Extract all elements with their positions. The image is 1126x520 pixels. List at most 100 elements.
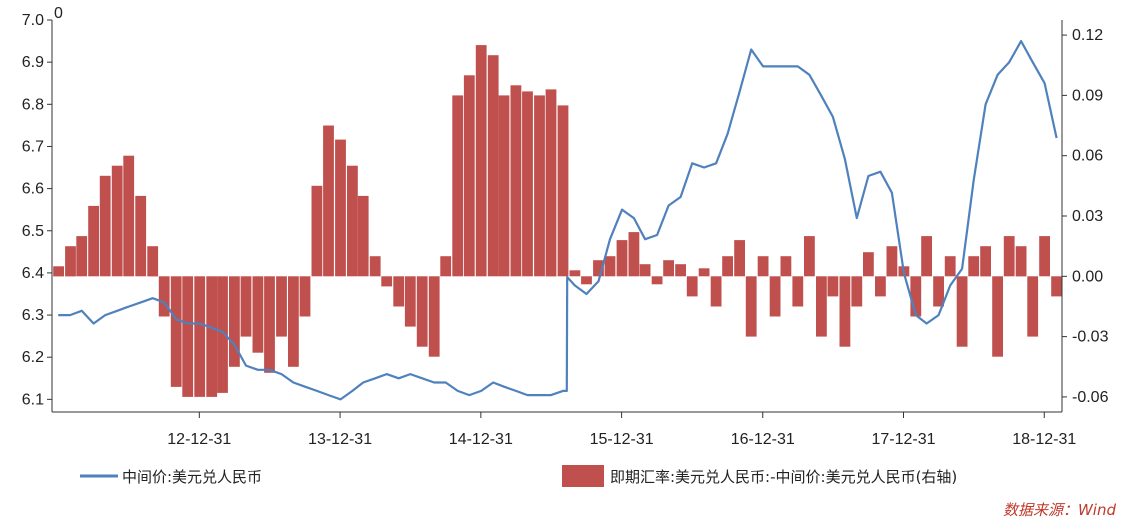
spread-bar [170, 276, 182, 387]
spread-bar [240, 276, 252, 337]
spread-bar [921, 236, 932, 277]
spread-bar [76, 236, 88, 277]
spread-bar [628, 232, 640, 277]
spread-bar [651, 276, 663, 285]
spread-bar [581, 276, 592, 285]
spread-bar [839, 276, 851, 347]
right-tick-label: -0.06 [1072, 389, 1109, 406]
spread-bar [816, 276, 827, 337]
left-tick-label: 6.3 [22, 307, 44, 324]
axes: 6.1 6.2 6.3 6.4 6.5 6.6 6.7 6.8 6.9 7.0 0 0.12 0.09 0… [22, 5, 1109, 448]
left-tick-label: 6.9 [22, 54, 44, 71]
spread-bar [675, 264, 686, 277]
spread-bar [534, 95, 545, 277]
legend-bar-swatch [562, 465, 604, 487]
spread-bar [722, 256, 733, 277]
spread-bar [463, 75, 475, 277]
left-axis-top-note: 0 [54, 5, 63, 22]
spread-bar [780, 256, 792, 277]
spread-bar [980, 246, 991, 277]
spread-bar [182, 276, 194, 397]
spread-bar [194, 276, 206, 397]
spread-bar [910, 276, 922, 317]
right-tick-label: -0.03 [1072, 329, 1109, 346]
spread-bar [347, 165, 358, 277]
spread-bar [886, 246, 898, 277]
spread-bar [639, 264, 651, 277]
spread-bar [440, 256, 452, 277]
x-tick-label: 12-12-31 [167, 431, 231, 448]
spread-bar [510, 85, 522, 277]
midrate-line [58, 39, 1058, 401]
spread-bar [252, 276, 264, 353]
spread-bar [299, 276, 311, 317]
spread-bar [288, 276, 299, 367]
spread-bar [65, 246, 76, 277]
right-tick-label: 0.06 [1072, 148, 1103, 165]
left-tick-label: 7.0 [22, 12, 44, 29]
spread-bar [229, 276, 240, 367]
x-tick-label: 14-12-31 [449, 431, 513, 448]
left-tick-label: 6.7 [22, 138, 44, 155]
x-tick-label: 13-12-31 [308, 431, 372, 448]
spread-bar [206, 276, 218, 397]
spread-bar [1003, 236, 1015, 277]
spread-bar [593, 260, 604, 277]
spread-bar [158, 276, 170, 317]
spread-bar [956, 276, 968, 347]
spread-bar [217, 276, 228, 393]
spread-bar [99, 175, 111, 277]
spread-bar [369, 256, 381, 277]
left-tick-label: 6.1 [22, 391, 44, 408]
right-tick-label: 0.00 [1072, 268, 1103, 285]
spread-bar [498, 95, 510, 277]
spread-bar [875, 276, 886, 297]
spread-bar [522, 91, 533, 277]
spread-bar [944, 256, 956, 277]
spread-bars [53, 45, 1062, 397]
spread-bar [135, 195, 147, 277]
spread-bar [604, 256, 616, 277]
legend-line-label: 中间价:美元兑人民币 [122, 468, 262, 486]
left-tick-label: 6.4 [22, 265, 44, 282]
spread-bar [757, 256, 769, 277]
left-tick-label: 6.2 [22, 349, 44, 366]
spread-bar [123, 155, 135, 277]
right-tick-label: 0.12 [1072, 27, 1103, 44]
spread-bar [698, 268, 710, 277]
spread-bar [851, 276, 863, 307]
spread-bar [545, 89, 557, 277]
spread-bar [475, 45, 487, 277]
spread-bar [357, 195, 369, 277]
spread-bar [710, 276, 722, 307]
x-tick-label: 15-12-31 [590, 431, 654, 448]
x-tick-label: 17-12-31 [871, 431, 935, 448]
spread-bar [264, 276, 275, 373]
left-tick-label: 6.6 [22, 181, 44, 198]
spread-bar [686, 276, 698, 297]
spread-bar [745, 276, 757, 337]
spread-bar [769, 276, 781, 317]
spread-bar [1015, 246, 1027, 277]
spread-bar [557, 105, 569, 277]
spread-bar [147, 246, 159, 277]
spread-bar [933, 276, 944, 307]
spread-bar [1027, 276, 1039, 337]
spread-bar [428, 276, 440, 357]
spread-bar [276, 276, 287, 337]
spread-bar [863, 252, 874, 277]
legend-bar-label: 即期汇率:美元兑人民币:-中间价:美元兑人民币(右轴) [610, 468, 957, 486]
spread-bar [1039, 236, 1050, 277]
right-tick-label: 0.09 [1072, 87, 1103, 104]
left-tick-label: 6.8 [22, 96, 44, 113]
legend: 中间价:美元兑人民币 即期汇率:美元兑人民币:-中间价:美元兑人民币(右轴) [80, 465, 957, 487]
spread-bar [968, 256, 980, 277]
spread-bar [335, 139, 346, 277]
spread-bar [487, 55, 499, 277]
spread-bar [323, 125, 334, 277]
spread-bar [827, 276, 839, 297]
x-tick-label: 18-12-31 [1012, 431, 1076, 448]
spread-bar [663, 260, 674, 277]
spread-bar [616, 240, 628, 277]
